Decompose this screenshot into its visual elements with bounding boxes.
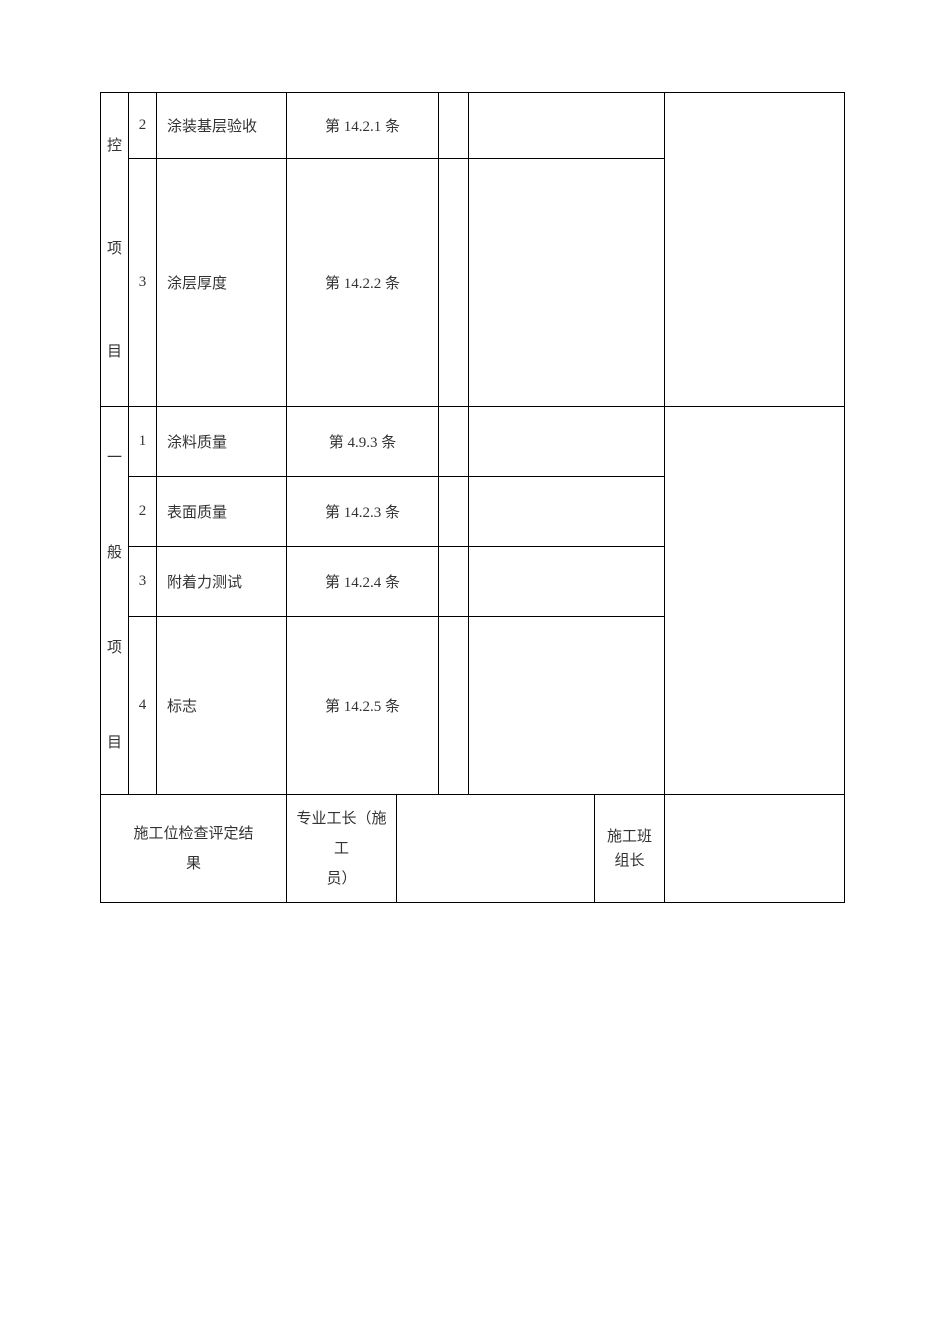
- blank-cell: [469, 159, 665, 407]
- footer-text: 果: [186, 856, 201, 872]
- footer-text: 组长: [614, 853, 644, 869]
- blank-cell: [439, 159, 469, 407]
- blank-cell: [439, 407, 469, 477]
- row-desc: 涂装基层验收: [157, 93, 287, 159]
- table-row: 一 般 项 目 1 涂料质量 第 4.9.3 条: [101, 407, 845, 477]
- inspection-table: 控 项 目 2 涂装基层验收 第 14.2.1 条 3 涂层厚度 第 14.2.…: [100, 92, 845, 903]
- footer-text: 员）: [326, 871, 356, 887]
- row-ref: 第 14.2.3 条: [287, 477, 439, 547]
- blank-cell: [469, 407, 665, 477]
- row-number: 1: [129, 407, 157, 477]
- row-number: 2: [129, 93, 157, 159]
- footer-teamleader-label: 施工班 组长: [595, 795, 665, 903]
- blank-cell: [439, 547, 469, 617]
- row-ref: 第 4.9.3 条: [287, 407, 439, 477]
- blank-cell: [397, 795, 595, 903]
- row-number: 3: [129, 159, 157, 407]
- row-ref: 第 14.2.2 条: [287, 159, 439, 407]
- blank-cell: [469, 93, 665, 159]
- row-desc: 附着力测试: [157, 547, 287, 617]
- inspection-table-wrapper: 控 项 目 2 涂装基层验收 第 14.2.1 条 3 涂层厚度 第 14.2.…: [100, 92, 845, 903]
- blank-cell: [439, 617, 469, 795]
- blank-cell: [469, 477, 665, 547]
- vlabel-char: 目: [107, 336, 122, 369]
- blank-cell: [665, 407, 845, 795]
- row-number: 2: [129, 477, 157, 547]
- footer-text: 施工班: [607, 829, 652, 845]
- blank-cell: [665, 93, 845, 407]
- row-number: 3: [129, 547, 157, 617]
- footer-text: 施工位检查评定结: [133, 826, 253, 842]
- row-number: 4: [129, 617, 157, 795]
- vlabel-char: 般: [107, 537, 122, 570]
- vlabel-char: 项: [107, 233, 122, 266]
- blank-cell: [469, 617, 665, 795]
- vlabel-char: 目: [107, 727, 122, 760]
- vlabel-char: 一: [107, 442, 122, 475]
- section-label-general: 一 般 项 目: [101, 407, 129, 795]
- row-desc: 涂层厚度: [157, 159, 287, 407]
- footer-foreman-label: 专业工长（施工 员）: [287, 795, 397, 903]
- table-row: 控 项 目 2 涂装基层验收 第 14.2.1 条: [101, 93, 845, 159]
- section-label-control: 控 项 目: [101, 93, 129, 407]
- footer-text: 专业工长（施工: [296, 811, 386, 857]
- row-ref: 第 14.2.1 条: [287, 93, 439, 159]
- blank-cell: [665, 795, 845, 903]
- vlabel-char: 控: [107, 130, 122, 163]
- footer-row: 施工位检查评定结 果 专业工长（施工 员） 施工班 组长: [101, 795, 845, 903]
- row-ref: 第 14.2.4 条: [287, 547, 439, 617]
- row-desc: 表面质量: [157, 477, 287, 547]
- row-desc: 涂料质量: [157, 407, 287, 477]
- row-desc: 标志: [157, 617, 287, 795]
- vlabel-char: 项: [107, 632, 122, 665]
- blank-cell: [439, 477, 469, 547]
- row-ref: 第 14.2.5 条: [287, 617, 439, 795]
- blank-cell: [469, 547, 665, 617]
- footer-result-label: 施工位检查评定结 果: [101, 795, 287, 903]
- blank-cell: [439, 93, 469, 159]
